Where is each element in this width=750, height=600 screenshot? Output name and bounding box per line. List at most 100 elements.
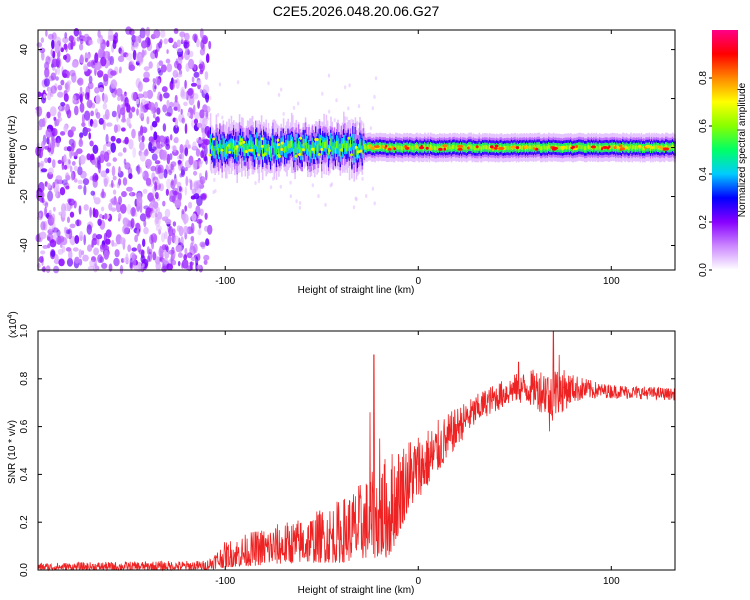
spectrogram-peak-spot	[438, 147, 443, 151]
spectrogram-band-cell	[570, 144, 572, 149]
spectrogram-noise-blob	[156, 107, 161, 115]
spectrogram-band-cell	[671, 144, 674, 149]
spectrogram-band-cell	[331, 142, 333, 149]
spectrogram-noise-blob	[139, 141, 145, 151]
spectrogram-noise-blob	[62, 37, 69, 44]
spectrogram-band-cell	[343, 137, 345, 146]
spectrogram-noise-blob	[60, 131, 66, 136]
spectrogram-band-cell	[385, 146, 388, 151]
snr-frame	[37, 330, 676, 571]
spectrogram-noise-blob	[76, 219, 80, 227]
spectrogram-noise-blob	[44, 202, 49, 208]
spectrogram-faint-dot	[328, 109, 331, 114]
spectrogram-noise-blob	[88, 132, 91, 140]
spectrogram-band-cell	[442, 146, 445, 151]
spectrogram-noise-blob	[100, 150, 105, 157]
spectrogram-noise-blob	[45, 56, 51, 65]
spectrogram-band-cell	[565, 145, 567, 150]
spectrogram-band-cell	[439, 145, 441, 150]
spectrogram-noise-blob	[92, 144, 99, 154]
spectrogram-noise-blob	[177, 63, 182, 71]
spectrogram-band-cell	[668, 146, 670, 151]
spectrogram-noise-blob	[199, 28, 204, 39]
spectrogram-band-cell	[463, 145, 465, 150]
spectrogram-noise-blob	[184, 79, 187, 89]
spectrogram-noise-blob	[69, 165, 73, 173]
spectrogram-faint-dot	[333, 118, 336, 123]
spectrogram-peak-spot	[662, 147, 670, 151]
spectrogram-noise-blob	[51, 58, 59, 68]
spectrogram-noise-blob	[103, 249, 110, 260]
spectrogram-noise-blob	[180, 91, 188, 100]
spectrogram-noise-blob	[104, 109, 110, 120]
spectrogram-noise-blob	[116, 88, 123, 97]
spectrogram-noise-blob	[204, 71, 209, 80]
spectrogram-peak-spot	[385, 144, 388, 148]
spectrogram-faint-dot	[236, 80, 240, 85]
spectrogram-peak-spot	[234, 147, 238, 150]
spectrogram-noise-blob	[143, 66, 150, 71]
spectrogram-noise-blob	[166, 49, 169, 54]
snr-y-tick-label: 1.0	[19, 324, 30, 338]
spectrogram-noise-blob	[155, 192, 159, 200]
spectrogram-band-cell	[582, 145, 585, 150]
spectrogram-band-cell	[483, 145, 485, 150]
spectrogram-noise-blob	[82, 37, 88, 42]
spectrogram-band-cell	[508, 146, 511, 151]
spectrogram-band-cell	[223, 143, 226, 152]
spectrogram-noise-blob	[124, 162, 131, 170]
spectrogram-faint-dot	[216, 112, 220, 117]
spectrogram-noise-blob	[93, 197, 101, 205]
spectrogram-band-cell	[348, 145, 351, 155]
spectrogram-band-cell	[390, 145, 393, 150]
spectrogram-noise-blob	[101, 262, 108, 269]
spectrogram-noise-blob	[41, 140, 45, 150]
spectrogram-noise-blob	[98, 87, 104, 93]
spectrogram-noise-blob	[190, 222, 195, 234]
spectrogram-noise-blob	[91, 241, 94, 248]
spectrogram-noise-blob	[104, 50, 110, 59]
spectrogram-band-cell	[536, 144, 538, 149]
spectrogram-noise-blob	[116, 138, 122, 144]
spectrogram-peak-spot	[250, 148, 254, 152]
spectrogram-faint-dot	[365, 194, 368, 198]
spectrogram-noise-blob	[154, 49, 158, 59]
spectrogram-noise-blob	[181, 209, 185, 215]
spectrogram-noise-blob	[183, 41, 190, 49]
spectrogram-band-cell	[627, 146, 630, 151]
spectrogram-noise-blob	[141, 171, 145, 177]
spectrogram-noise-blob	[68, 249, 73, 261]
spectrogram-noise-blob	[103, 175, 110, 185]
spectrogram-noise-blob	[69, 69, 76, 77]
snr-y-tick-label: 0.6	[19, 419, 30, 433]
spectrogram-band-cell	[400, 145, 403, 150]
spectrogram-peak-spot	[619, 144, 623, 148]
spectrogram-noise-blob	[184, 248, 188, 255]
spectrogram-noise-blob	[205, 170, 208, 181]
spectrogram-noise-blob	[168, 249, 175, 255]
spectrogram-peak-spot	[277, 143, 280, 147]
spectrogram-noise-blob	[187, 88, 194, 96]
spectrogram-noise-blob	[166, 178, 172, 189]
spectrogram-band-cell	[267, 144, 270, 152]
spectrogram-noise-blob	[74, 105, 79, 116]
spectrogram-noise-blob	[139, 213, 147, 222]
spectrogram-noise-blob	[78, 249, 83, 259]
spectrogram-noise-blob	[162, 104, 168, 113]
spectrogram-band-cell	[462, 144, 464, 149]
spectrogram-noise-blob	[201, 133, 207, 138]
spectrogram-noise-blob	[172, 79, 178, 84]
spectrogram-noise-blob	[54, 68, 58, 76]
spectrogram-band-cell	[587, 144, 589, 149]
spectrogram-noise-blob	[142, 238, 146, 247]
spectrogram-peak-spot	[311, 147, 315, 151]
spectrogram-band-cell	[280, 142, 282, 151]
spectrogram-noise-blob	[156, 141, 160, 149]
spectrogram-noise-blob	[195, 148, 201, 157]
spectrogram-noise-blob	[175, 73, 183, 78]
spectrogram-noise-blob	[114, 249, 120, 258]
spectrogram-band-cell	[457, 145, 460, 150]
spectrogram-noise-blob	[79, 38, 84, 45]
spectrogram-noise-blob	[141, 135, 145, 143]
spectrogram-noise-blob	[120, 49, 125, 57]
